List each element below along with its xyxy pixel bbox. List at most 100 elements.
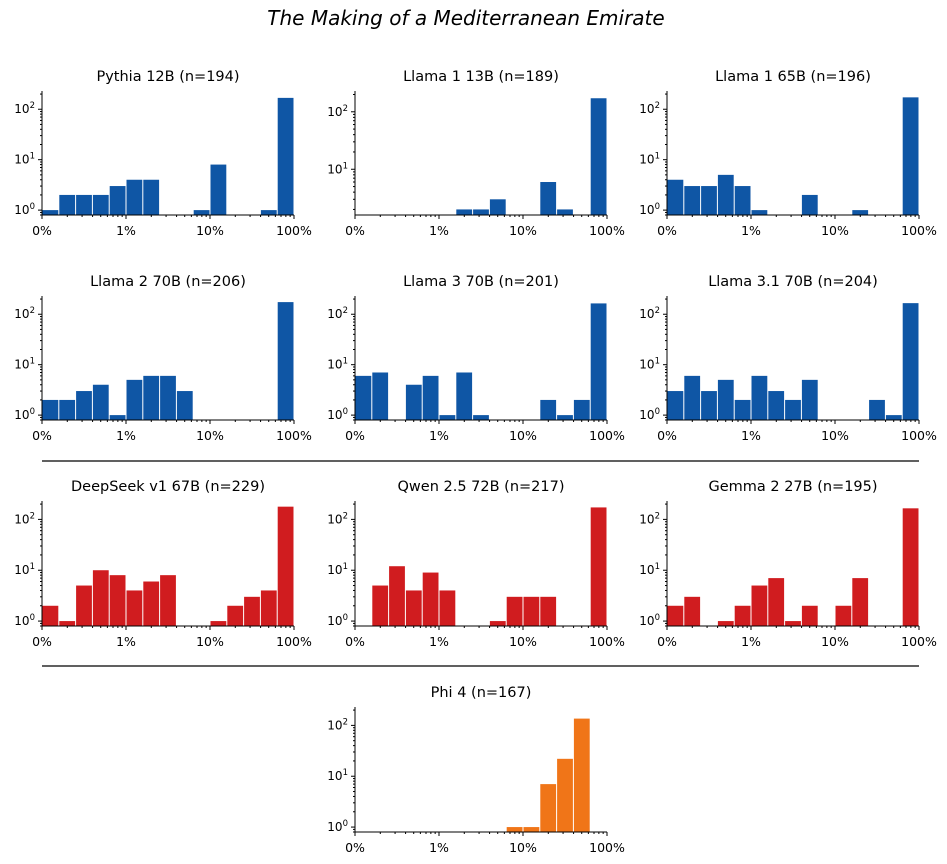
x-tick-label: 1% — [116, 428, 136, 443]
x-tick-label: 100% — [589, 840, 625, 855]
x-tick-label: 100% — [589, 428, 625, 443]
y-tick-label: 102 — [327, 717, 348, 732]
y-tick-label: 101 — [327, 768, 348, 783]
y-tick-label: 101 — [14, 152, 35, 167]
bar-b4 — [92, 194, 109, 215]
panel-title: Llama 3.1 70B (n=204) — [708, 274, 878, 290]
bar-b2 — [684, 596, 701, 626]
panel-title: Llama 1 65B (n=196) — [715, 69, 871, 85]
x-tick-label: 10% — [196, 223, 224, 238]
bar-b13 — [557, 209, 573, 215]
bar-b9 — [801, 605, 818, 626]
x-tick-label: 10% — [509, 634, 537, 649]
x-tick-label: 0% — [345, 634, 365, 649]
bar-b6 — [126, 179, 143, 215]
bar-b3 — [76, 391, 92, 420]
x-tick-label: 10% — [509, 840, 537, 855]
x-tick-label: 0% — [345, 428, 365, 443]
bar-b15 — [590, 507, 607, 626]
bar-b14 — [260, 590, 277, 626]
y-tick-label: 100 — [14, 202, 35, 217]
bar-b1 — [42, 605, 59, 626]
chart-panel-6: Llama 3.1 70B (n=204) 100 101 102 0% 1% 10% 100… — [639, 274, 937, 443]
chart-panel-5: Llama 3 70B (n=201) 100 101 102 0% 1% 10% 100% — [327, 274, 625, 443]
bar-b2 — [59, 399, 76, 420]
bar-b11 — [523, 827, 540, 832]
x-tick-label: 100% — [901, 634, 937, 649]
y-tick-label: 102 — [327, 306, 348, 321]
bar-b5 — [734, 605, 751, 626]
bar-b8 — [473, 415, 489, 420]
x-tick-label: 1% — [116, 223, 136, 238]
x-tick-label: 1% — [429, 840, 449, 855]
x-tick-label: 1% — [741, 428, 761, 443]
bar-b15 — [277, 302, 294, 420]
x-tick-label: 10% — [196, 428, 224, 443]
bar-b8 — [160, 375, 176, 420]
figure-title: The Making of a Mediterranean Emirate — [267, 6, 664, 30]
bar-b11 — [835, 605, 852, 626]
bar-b4 — [405, 384, 422, 420]
chart-panel-7: DeepSeek v1 67B (n=229) 100 101 102 0% 1% 10% 1… — [14, 479, 312, 649]
bar-b11 — [210, 164, 227, 215]
bar-b6 — [751, 375, 768, 420]
bar-b6 — [126, 590, 143, 626]
bar-b3 — [701, 186, 717, 215]
bar-b9 — [489, 621, 506, 626]
bar-b1 — [667, 179, 684, 215]
x-tick-label: 0% — [657, 223, 677, 238]
bar-b8 — [473, 209, 489, 215]
bar-b10 — [193, 210, 210, 215]
y-tick-label: 102 — [639, 306, 660, 321]
chart-panel-1: Pythia 12B (n=194) 100 101 102 0% 1% 10% 100% — [14, 69, 312, 238]
y-tick-label: 101 — [14, 562, 35, 577]
bar-b1 — [355, 375, 372, 420]
x-tick-label: 0% — [345, 840, 365, 855]
bar-b7 — [143, 179, 160, 215]
bar-b13 — [557, 758, 573, 832]
y-tick-label: 102 — [639, 101, 660, 116]
bar-b12 — [227, 605, 244, 626]
bar-b10 — [506, 596, 523, 626]
bar-b15 — [590, 303, 607, 420]
bar-b8 — [160, 575, 176, 626]
x-tick-label: 1% — [429, 428, 449, 443]
y-tick-label: 102 — [639, 511, 660, 526]
bar-b5 — [109, 575, 126, 626]
bar-b3 — [701, 391, 717, 420]
bar-b15 — [902, 508, 919, 626]
bar-b9 — [801, 379, 818, 420]
y-tick-label: 102 — [14, 306, 35, 321]
chart-panel-8: Qwen 2.5 72B (n=217) 100 101 102 0% 1% 10% 100% — [327, 479, 625, 649]
panel-title: DeepSeek v1 67B (n=229) — [71, 479, 265, 495]
y-tick-label: 100 — [639, 202, 660, 217]
y-tick-label: 100 — [14, 613, 35, 628]
panel-title: Pythia 12B (n=194) — [96, 69, 239, 85]
bar-b5 — [734, 399, 751, 420]
bar-b4 — [717, 379, 734, 420]
bar-b12 — [540, 596, 557, 626]
y-tick-label: 101 — [327, 161, 348, 176]
y-tick-label: 100 — [639, 613, 660, 628]
y-tick-label: 102 — [327, 104, 348, 119]
x-tick-label: 10% — [509, 223, 537, 238]
y-tick-label: 101 — [639, 357, 660, 372]
x-tick-label: 1% — [741, 223, 761, 238]
bar-b13 — [869, 399, 885, 420]
y-tick-label: 101 — [327, 562, 348, 577]
bar-b6 — [126, 379, 143, 420]
bar-b15 — [902, 97, 919, 215]
bar-b1 — [42, 399, 59, 420]
bar-b5 — [734, 186, 751, 215]
x-tick-label: 100% — [276, 634, 312, 649]
bar-b2 — [59, 621, 76, 626]
y-tick-label: 100 — [327, 613, 348, 628]
y-tick-label: 100 — [327, 407, 348, 422]
x-tick-label: 1% — [116, 634, 136, 649]
bar-b7 — [456, 209, 473, 215]
bar-b6 — [439, 590, 456, 626]
x-tick-label: 0% — [32, 428, 52, 443]
bar-b15 — [277, 97, 294, 215]
bar-b14 — [885, 415, 902, 420]
bar-b2 — [684, 375, 701, 420]
